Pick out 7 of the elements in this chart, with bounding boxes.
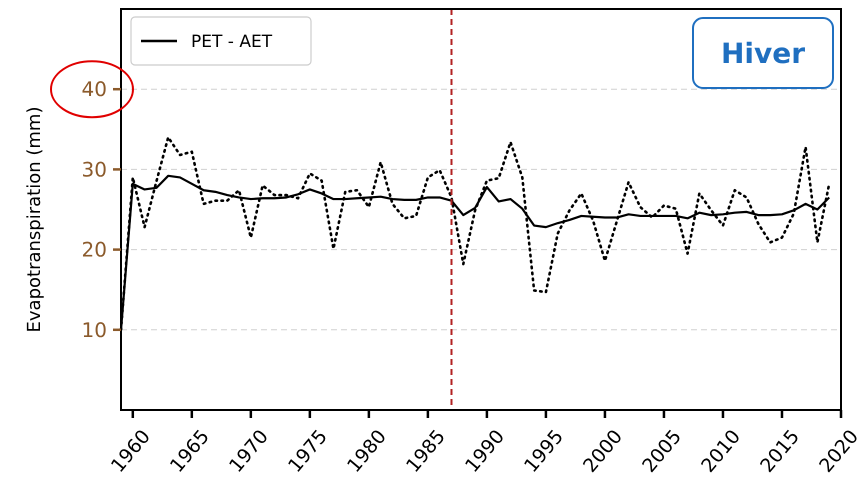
annotation: Hiver — [720, 36, 806, 70]
y-tick-label: 20 — [82, 238, 107, 262]
y-tick-label: 40 — [82, 77, 107, 102]
y-tick-label: 10 — [82, 318, 107, 342]
y-tick-label: 30 — [82, 157, 107, 182]
legend-label: PET - AET — [191, 32, 273, 52]
y-axis-title: Evapotranspiration (mm) — [24, 106, 45, 332]
